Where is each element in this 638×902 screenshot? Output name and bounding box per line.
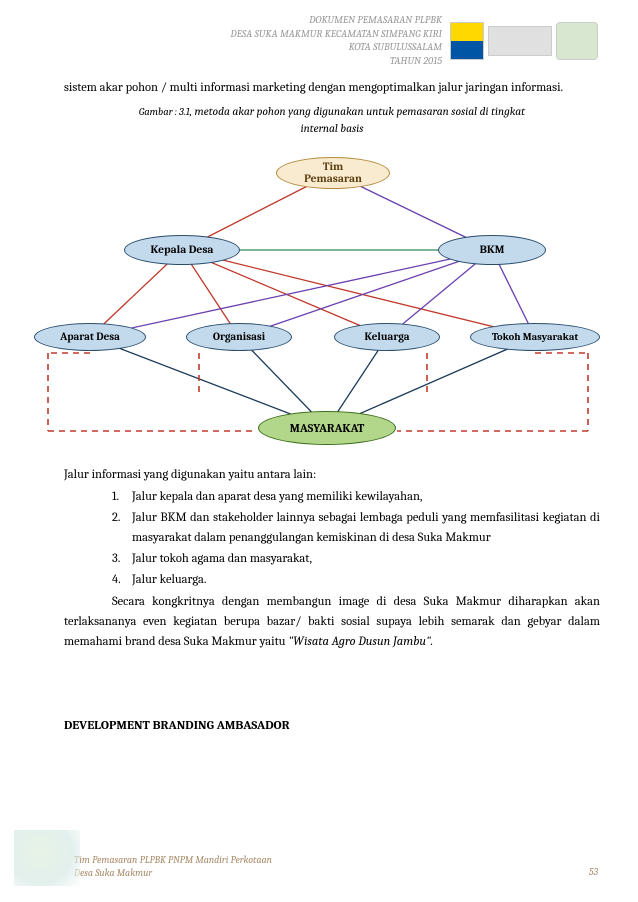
header-text-block: DOKUMEN PEMASARAN PLPBK DESA SUKA MAKMUR… [230,14,442,69]
figure-caption: Gambar : 3.1, metoda akar pohon yang dig… [124,104,540,137]
list-num: 1. [112,487,132,507]
header-line-2: DESA SUKA MAKMUR KECAMATAN SIMPANG KIRI [230,28,442,42]
jalur-intro: Jalur informasi yang digunakan yaitu ant… [64,465,600,485]
footer-line-1: Tim Pemasaran PLPBK PNPM Mandiri Perkota… [74,854,272,867]
caption-lead: Gambar : 3.1, [139,106,192,118]
list-num: 4. [112,570,132,590]
jalur-list: 1.Jalur kepala dan aparat desa yang memi… [112,487,600,590]
page-number: 53 [589,864,598,880]
body-text: Jalur informasi yang digunakan yaitu ant… [64,465,600,652]
page-footer: Tim Pemasaran PLPBK PNPM Mandiri Perkota… [14,830,598,886]
intro-paragraph: sistem akar pohon / multi informasi mark… [64,78,600,98]
header-line-4: TAHUN 2015 [230,55,442,69]
diagram-edges-svg [36,155,596,455]
logo-pnpm-icon [488,26,552,56]
list-text: Jalur tokoh agama dan masyarakat, [132,549,312,569]
list-text: Jalur kepala dan aparat desa yang memili… [132,487,423,507]
caption-body: metoda akar pohon yang digunakan untuk p… [194,105,525,135]
header-logos [450,22,598,60]
list-num: 2. [112,508,132,548]
list-text: Jalur BKM dan stakeholder lainnya sebaga… [132,508,600,548]
closing-paragraph: Secara kongkritnya dengan membangun imag… [64,592,600,652]
node-tim-pemasaran: Tim Pemasaran [276,157,390,189]
header-line-1: DOKUMEN PEMASARAN PLPBK [230,14,442,28]
logo-plpbk-icon [556,22,598,60]
page-content: sistem akar pohon / multi informasi mark… [64,78,600,736]
logo-pu-icon [450,22,484,60]
footer-map-icon [14,830,80,886]
list-item: 1.Jalur kepala dan aparat desa yang memi… [112,487,600,507]
footer-line-2: Desa Suka Makmur [74,867,272,880]
list-item: 4. Jalur keluarga. [112,570,600,590]
closing-text-b: "Wisata Agro Dusun Jambu". [288,635,433,649]
footer-text: Tim Pemasaran PLPBK PNPM Mandiri Perkota… [74,854,272,880]
section-heading: DEVELOPMENT BRANDING AMBASADOR [64,716,600,736]
list-item: 3.Jalur tokoh agama dan masyarakat, [112,549,600,569]
list-item: 2.Jalur BKM dan stakeholder lainnya seba… [112,508,600,548]
document-header: DOKUMEN PEMASARAN PLPBK DESA SUKA MAKMUR… [230,14,598,69]
list-num: 3. [112,549,132,569]
header-line-3: KOTA SUBULUSSALAM [230,41,442,55]
tree-diagram: Tim Pemasaran Kepala Desa BKM Aparat Des… [36,155,596,455]
list-text: Jalur keluarga. [132,570,207,590]
